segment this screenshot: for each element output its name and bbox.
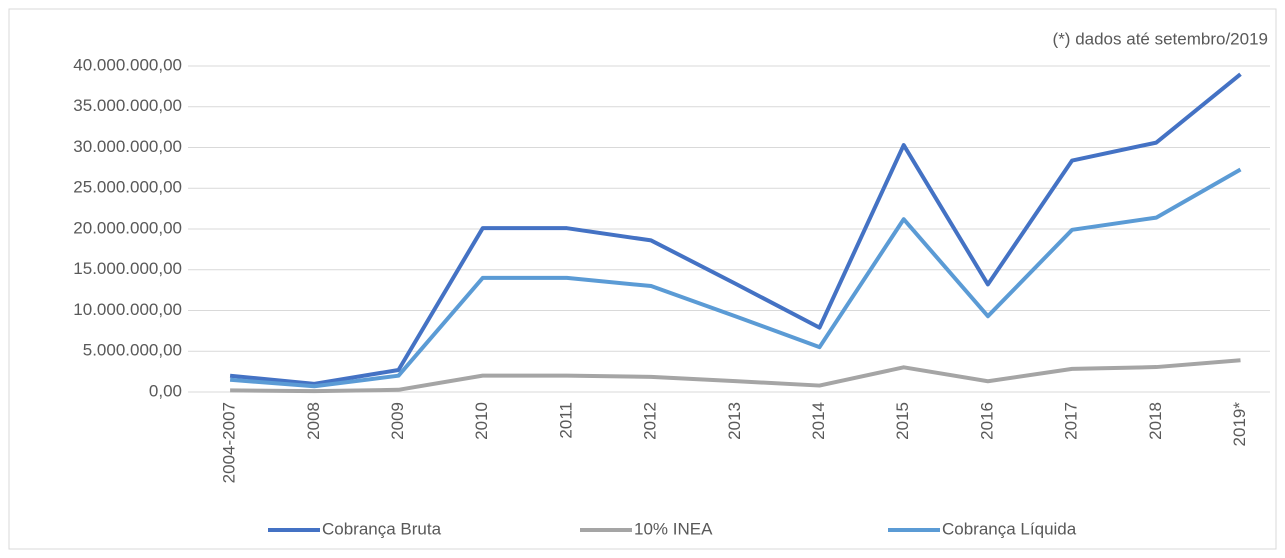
series-line	[229, 72, 1242, 386]
x-tick-label: 2009	[388, 402, 407, 440]
y-tick-label: 30.000.000,00	[73, 137, 182, 156]
y-tick-label: 15.000.000,00	[73, 259, 182, 278]
x-tick-label: 2004-2007	[220, 402, 239, 483]
x-tick-label: 2016	[977, 402, 996, 440]
legend-label: Cobrança Líquida	[942, 519, 1077, 538]
y-tick-label: 35.000.000,00	[73, 96, 182, 115]
series-line	[229, 167, 1242, 389]
x-tick-label: 2017	[1062, 402, 1081, 440]
y-tick-label: 25.000.000,00	[73, 178, 182, 197]
legend-label: 10% INEA	[634, 519, 713, 538]
x-tick-label: 2014	[809, 402, 828, 440]
x-tick-label: 2008	[304, 402, 323, 440]
x-tick-label: 2013	[725, 402, 744, 440]
x-tick-label: 2010	[472, 402, 491, 440]
y-tick-label: 20.000.000,00	[73, 218, 182, 237]
y-tick-label: 5.000.000,00	[83, 341, 182, 360]
y-tick-label: 40.000.000,00	[73, 55, 182, 74]
annotation: (*) dados até setembro/2019	[1053, 29, 1268, 48]
x-tick-label: 2019*	[1230, 402, 1249, 447]
legend-label: Cobrança Bruta	[322, 519, 442, 538]
series-line	[230, 358, 1241, 394]
chart-frame	[8, 8, 1277, 550]
x-tick-label: 2011	[556, 402, 575, 439]
x-tick-label: 2018	[1146, 402, 1165, 440]
x-tick-label: 2015	[893, 402, 912, 440]
y-tick-label: 0,00	[149, 381, 182, 400]
x-tick-label: 2012	[641, 402, 660, 440]
y-tick-label: 10.000.000,00	[73, 300, 182, 319]
